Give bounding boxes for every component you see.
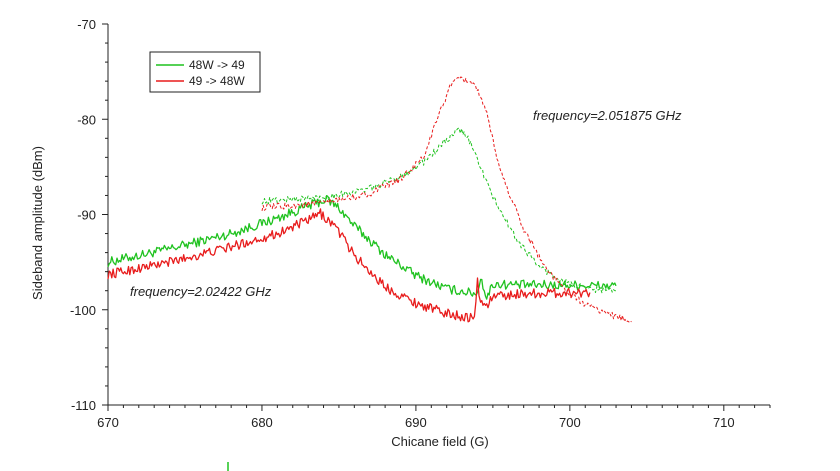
- legend: 48W -> 49 49 -> 48W: [149, 51, 261, 93]
- x-tick-label: 700: [559, 415, 581, 430]
- series-line-green-solid: [107, 194, 617, 300]
- x-tick-label: 680: [251, 415, 273, 430]
- x-axis-title: Chicane field (G): [391, 434, 489, 449]
- x-tick-label: 710: [713, 415, 735, 430]
- annotation-high-frequency: frequency=2.051875 GHz: [533, 108, 682, 123]
- x-tick-label: 670: [97, 415, 119, 430]
- series-layer: [107, 76, 632, 324]
- annotation-low-frequency: frequency=2.02422 GHz: [130, 284, 272, 299]
- y-tick-label: -110: [71, 398, 96, 413]
- y-tick-label: -70: [77, 17, 96, 32]
- series-line-green-dashed: [261, 127, 617, 294]
- legend-box: [149, 51, 261, 93]
- legend-label-red: 49 -> 48W: [189, 74, 245, 88]
- y-tick-label: -80: [77, 112, 96, 127]
- y-tick-label: -90: [77, 208, 96, 223]
- y-axis-title: Sideband amplitude (dBm): [30, 146, 45, 300]
- legend-label-green: 48W -> 49: [189, 58, 245, 72]
- x-tick-label: 690: [405, 415, 427, 430]
- y-tick-label: -100: [70, 303, 96, 318]
- series-line-red-solid: [107, 208, 591, 323]
- ticks: 670 680 690 700 710 -110 -100 -90 -80 -70: [70, 17, 771, 430]
- series-line-red-dashed: [261, 76, 632, 324]
